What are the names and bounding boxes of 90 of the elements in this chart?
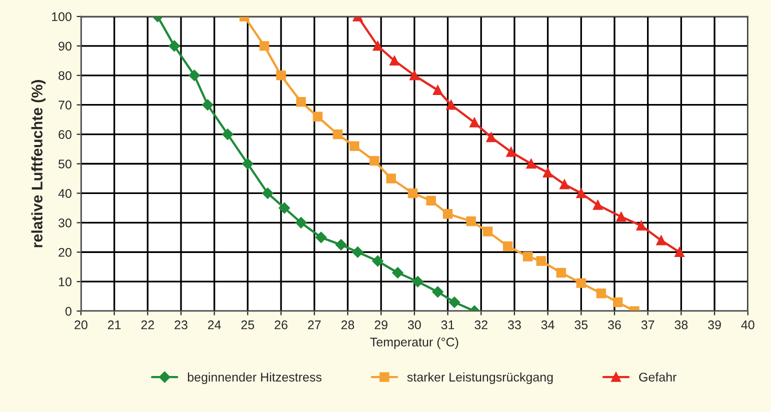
point [372, 41, 383, 51]
point [592, 200, 603, 210]
point [432, 286, 444, 298]
point [392, 267, 404, 278]
point [482, 226, 493, 236]
point [168, 40, 180, 52]
x-tick-label: 23 [174, 320, 188, 330]
x-tick-label: 39 [708, 320, 721, 330]
y-tick-label: 0 [65, 306, 72, 316]
y-tick-label: 30 [58, 218, 72, 228]
point [656, 236, 666, 246]
point [350, 141, 360, 151]
point [370, 156, 380, 166]
point [536, 256, 546, 266]
point [470, 118, 480, 128]
point [315, 232, 327, 244]
x-tick-label: 34 [541, 320, 554, 330]
point [372, 255, 384, 267]
y-tick-label: 100 [52, 12, 72, 22]
point [616, 212, 626, 222]
point [276, 70, 286, 80]
point [442, 208, 453, 219]
x-tick-label: 22 [141, 320, 154, 330]
point [560, 180, 570, 190]
point [486, 132, 496, 142]
point [448, 296, 460, 308]
point [526, 158, 536, 169]
y-axis-title: relative Luftfeuchte (%) [31, 80, 46, 248]
point [576, 278, 586, 288]
legend-label: beginnender Hitzestress [188, 372, 322, 384]
y-tick-label: 20 [58, 248, 72, 257]
point [222, 128, 234, 140]
point [242, 158, 254, 170]
x-tick-label: 27 [308, 320, 321, 330]
point [466, 216, 476, 226]
point [426, 196, 436, 206]
point [259, 41, 270, 51]
point [576, 188, 586, 198]
point [352, 246, 364, 258]
point [542, 168, 553, 178]
x-tick-label: 26 [274, 320, 288, 330]
x-tick-label: 37 [641, 320, 654, 330]
x-tick-label: 28 [341, 320, 354, 330]
point [612, 297, 623, 308]
y-tick-label: 70 [58, 100, 72, 110]
point [295, 217, 307, 228]
legend-label: Gefahr [639, 372, 677, 382]
x-tick-label: 40 [741, 320, 754, 330]
point [390, 56, 400, 66]
y-tick-label: 50 [58, 160, 72, 168]
x-tick-label: 35 [574, 320, 588, 330]
y-tick-label: 90 [58, 42, 72, 51]
point [556, 268, 566, 278]
point [202, 99, 214, 110]
x-tick-label: 24 [208, 320, 221, 330]
point [522, 252, 533, 262]
point [296, 97, 306, 107]
point [410, 70, 420, 80]
point [674, 247, 684, 258]
x-tick-label: 32 [474, 320, 488, 330]
x-tick-label: 31 [441, 320, 454, 330]
point [506, 147, 516, 157]
point [262, 188, 274, 199]
point [332, 129, 343, 140]
point [386, 174, 396, 184]
legend-label: starker Leistungsrückgang [407, 372, 553, 384]
x-axis-title: Temperatur (°C) [370, 337, 458, 349]
point [188, 70, 200, 81]
point [636, 220, 646, 230]
x-tick-label: 30 [408, 320, 421, 330]
x-tick-label: 36 [608, 320, 621, 330]
point [408, 188, 418, 198]
point [432, 85, 443, 95]
point [446, 100, 456, 110]
x-tick-label: 21 [108, 320, 121, 330]
x-tick-label: 33 [508, 320, 521, 330]
x-tick-label: 20 [74, 320, 88, 330]
x-tick-label: 25 [241, 320, 254, 330]
point [312, 112, 323, 122]
y-tick-label: 80 [58, 71, 72, 80]
point [335, 239, 347, 250]
x-tick-label: 29 [374, 320, 388, 330]
y-tick-label: 10 [58, 277, 72, 286]
point [412, 276, 424, 288]
y-tick-label: 40 [58, 189, 72, 198]
point [278, 202, 290, 214]
point [502, 241, 513, 252]
point [596, 288, 606, 298]
x-tick-label: 38 [674, 320, 688, 330]
y-tick-label: 60 [58, 130, 72, 139]
